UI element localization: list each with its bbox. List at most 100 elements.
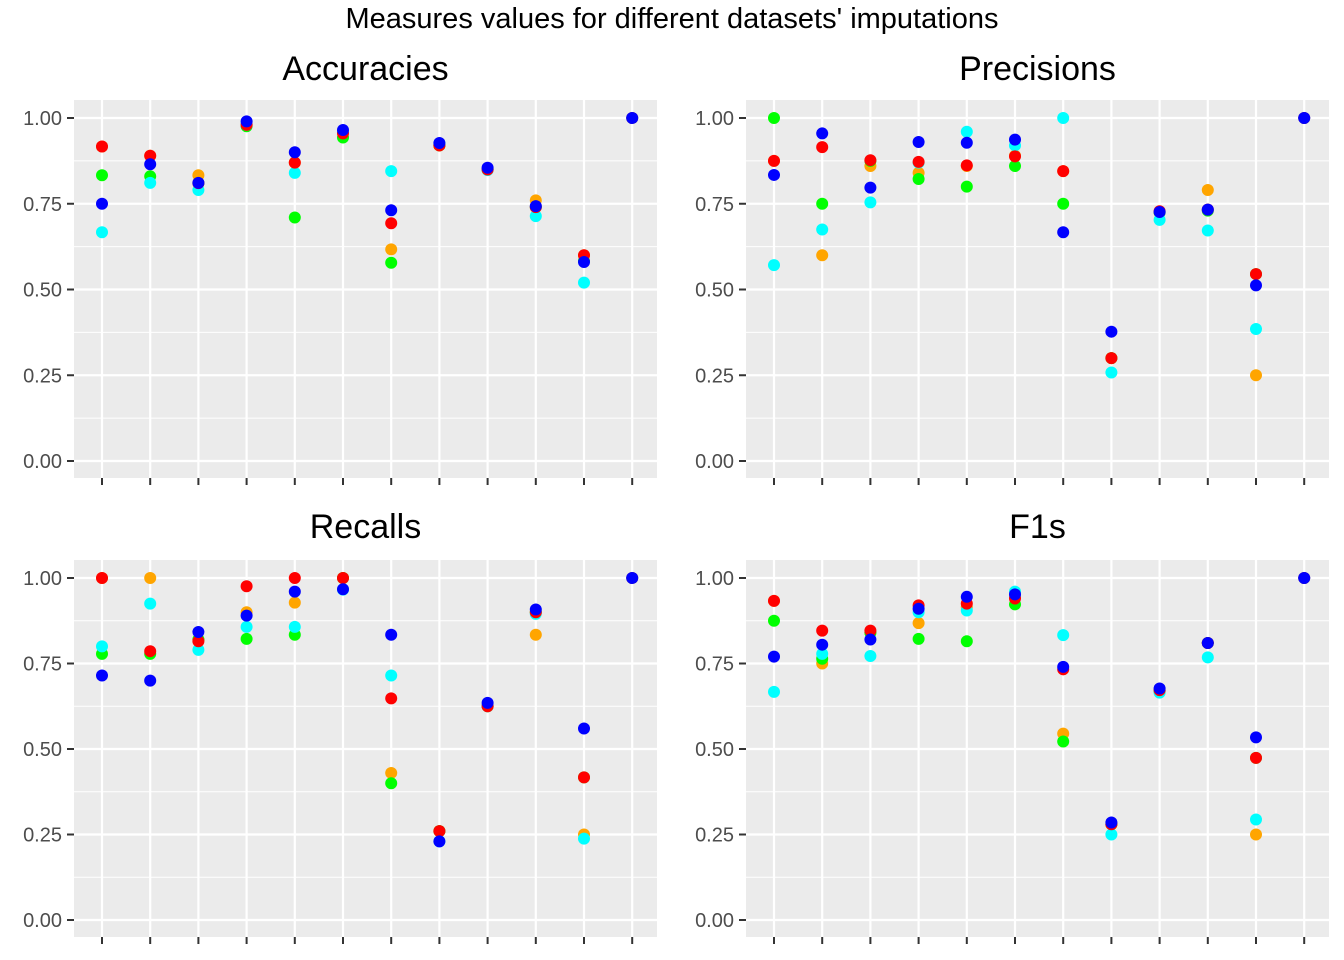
data-point <box>912 632 925 645</box>
data-point <box>529 628 542 641</box>
y-tick-label: 0.00 <box>695 451 734 473</box>
y-tick-label: 0.75 <box>23 194 62 216</box>
y-tick-label: 0.00 <box>23 451 62 473</box>
data-point <box>816 141 829 154</box>
data-point <box>912 617 925 630</box>
data-point <box>626 572 639 584</box>
y-tick-label: 1.00 <box>23 568 62 590</box>
data-point <box>864 649 877 662</box>
data-point <box>240 620 253 633</box>
data-point <box>816 223 829 236</box>
y-tick-label: 1.00 <box>695 108 734 130</box>
data-point <box>578 832 590 845</box>
data-point <box>1250 279 1262 292</box>
data-point <box>337 124 349 137</box>
data-point <box>1009 160 1021 173</box>
data-point <box>912 173 925 186</box>
data-point <box>96 226 108 239</box>
data-point <box>912 136 925 149</box>
y-tick-label: 0.25 <box>23 365 62 387</box>
data-point <box>385 777 398 790</box>
panel-1: 0.00 0.25 0.50 0.75 1.00 Precisions <box>695 50 1329 485</box>
data-point <box>768 112 780 124</box>
data-point <box>385 766 398 779</box>
data-point <box>481 161 494 174</box>
data-point <box>1057 197 1070 210</box>
data-point <box>385 669 398 682</box>
data-point <box>385 243 398 256</box>
data-point <box>864 181 877 194</box>
data-point <box>529 200 542 213</box>
data-point <box>144 674 157 687</box>
panel-title: Accuracies <box>282 50 448 88</box>
data-point <box>144 158 157 171</box>
data-point <box>240 115 253 128</box>
y-tick-label: 0.75 <box>695 654 734 676</box>
data-point <box>960 136 973 149</box>
data-point <box>1105 828 1118 841</box>
data-point <box>1201 651 1214 664</box>
data-point <box>1105 816 1118 829</box>
data-point <box>960 635 973 648</box>
data-point <box>768 168 780 181</box>
data-point <box>768 685 780 698</box>
panel-2: 0.00 0.25 0.50 0.75 1.00 Recalls <box>23 508 657 944</box>
data-point <box>1201 203 1214 216</box>
chart-main-title: Measures values for different datasets' … <box>345 3 999 35</box>
data-point <box>768 154 780 167</box>
data-point <box>960 180 973 193</box>
data-point <box>1057 629 1070 642</box>
data-point <box>1201 224 1214 237</box>
data-point <box>768 594 780 607</box>
data-point <box>288 146 301 159</box>
data-point <box>816 638 829 651</box>
data-point <box>1105 325 1118 338</box>
data-point <box>816 249 829 262</box>
y-tick-label: 0.25 <box>695 365 734 387</box>
data-point <box>529 210 542 223</box>
data-point <box>1298 572 1311 584</box>
data-point <box>433 137 446 150</box>
y-tick-label: 0.50 <box>23 280 62 302</box>
data-point <box>578 276 590 289</box>
data-point <box>626 112 639 124</box>
data-point <box>864 624 877 637</box>
data-point <box>1298 112 1311 124</box>
data-point <box>1009 588 1021 601</box>
data-point <box>481 696 494 709</box>
data-point <box>1250 813 1262 826</box>
data-point <box>1250 268 1262 281</box>
data-point <box>385 217 398 230</box>
data-point <box>960 125 973 138</box>
data-point <box>864 154 877 167</box>
panel-3: 0.00 0.25 0.50 0.75 1.00 F1s <box>695 508 1329 944</box>
y-tick-label: 0.25 <box>23 825 62 847</box>
data-point <box>433 835 446 848</box>
panel-title: Precisions <box>959 50 1116 88</box>
data-point <box>1057 112 1070 124</box>
y-tick-label: 0.25 <box>695 825 734 847</box>
data-point <box>816 624 829 637</box>
data-point <box>578 722 590 735</box>
panel-title: F1s <box>1009 508 1066 546</box>
data-point <box>1201 184 1214 197</box>
data-point <box>1057 165 1070 178</box>
data-point <box>816 197 829 210</box>
data-point <box>1250 751 1262 764</box>
data-point <box>288 166 301 179</box>
data-point <box>288 156 301 169</box>
data-point <box>385 204 398 217</box>
data-point <box>192 626 205 639</box>
data-point <box>96 640 108 653</box>
y-tick-label: 0.00 <box>695 910 734 932</box>
data-point <box>385 628 398 641</box>
data-point <box>1057 226 1070 239</box>
data-point <box>1250 731 1262 744</box>
data-point <box>1009 133 1021 146</box>
data-point <box>1105 366 1118 379</box>
data-point <box>192 176 205 189</box>
data-point <box>192 635 205 648</box>
data-point <box>337 572 349 584</box>
y-tick-label: 0.00 <box>23 910 62 932</box>
